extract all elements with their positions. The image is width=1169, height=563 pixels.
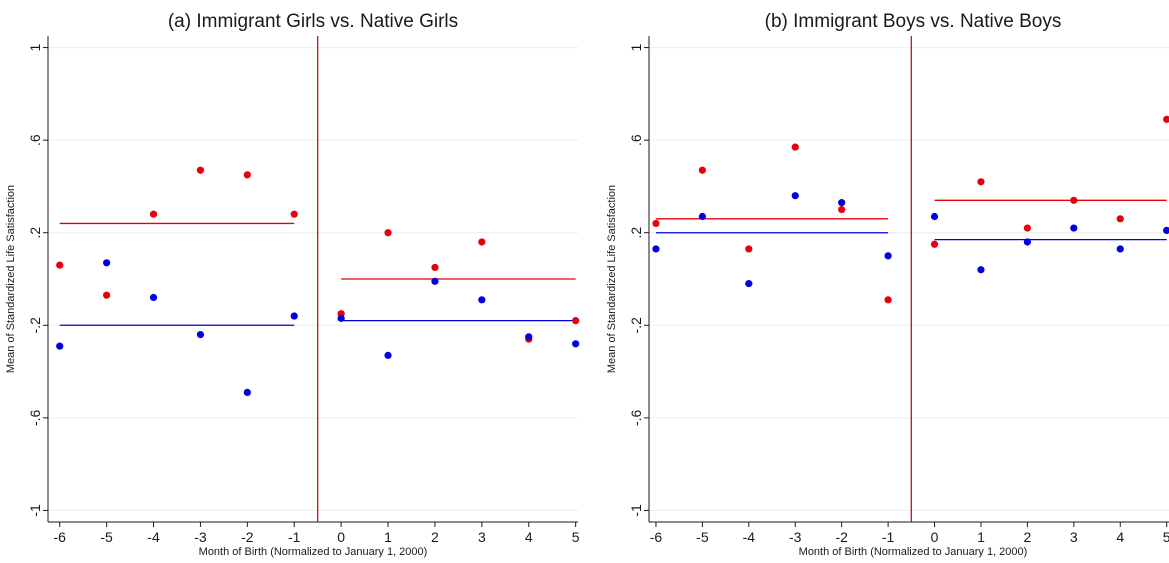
panel-a-x-tick-label: 4	[525, 529, 533, 545]
panel-b-point	[1116, 215, 1124, 223]
panel-a-x-tick-label: -4	[147, 529, 160, 545]
panel-b-point	[745, 280, 753, 288]
panel-b-title: (b) Immigrant Boys vs. Native Boys	[765, 11, 1062, 32]
panel-b-x-tick-label: -6	[650, 529, 663, 545]
panel-b-x-tick-label: 1	[977, 529, 985, 545]
panel-b-x-tick-label: 0	[931, 529, 939, 545]
panel-a-point	[196, 166, 205, 174]
panel-b-point	[977, 178, 985, 186]
panel-b-x-tick-label: 2	[1023, 529, 1031, 545]
panel-a-point	[478, 238, 486, 246]
panel-b-point	[698, 166, 706, 174]
panel-b-point	[791, 143, 799, 151]
panel-b-y-tick-label: .2	[628, 227, 644, 239]
panel-b-point	[838, 205, 846, 214]
panel-b-x-tick-label: 3	[1070, 529, 1078, 545]
panel-b-point	[884, 252, 892, 260]
panel-a-point	[56, 342, 64, 350]
panel-b-point	[1116, 245, 1124, 253]
panel-b-x-tick-label: -1	[882, 529, 895, 545]
panel-a-x-tick-label: -6	[53, 529, 66, 545]
panel-b-y-tick-label: -.2	[628, 317, 644, 334]
panel-a-x-tick-label: 5	[572, 529, 580, 545]
panel-a-x-tick-label: 1	[384, 529, 392, 545]
panel-a-y-tick-label: .2	[27, 227, 43, 239]
panel-b-point	[1070, 196, 1078, 204]
panel-a-point	[431, 263, 439, 272]
panel-a-x-tick-label: -5	[100, 529, 113, 545]
panel-b-x-tick-label: -4	[743, 529, 756, 545]
panel-a-point	[337, 314, 345, 322]
panel-b-point	[884, 296, 892, 304]
panel-a-point	[431, 277, 439, 285]
panel-b-point	[1070, 224, 1078, 232]
panel-b-x-label: Month of Birth (Normalized to January 1,…	[799, 546, 1028, 558]
panel-b-y-tick-label: 1	[628, 43, 644, 51]
panel-b-point	[1023, 224, 1031, 232]
panel-b-x-tick-label: 4	[1116, 529, 1124, 545]
panel-b-point	[652, 219, 660, 228]
panel-a-point	[290, 312, 298, 320]
panel-b-point	[930, 212, 939, 221]
panel-a-y-tick-label: .6	[27, 134, 43, 146]
panel-a-x-tick-label: -3	[194, 529, 207, 545]
panel-b-point	[698, 212, 706, 221]
panel-a-y-tick-label: -.2	[27, 317, 43, 334]
panel-b-x-tick-label: -2	[835, 529, 848, 545]
panel-a-point	[56, 261, 64, 269]
panel-a-point	[384, 351, 392, 359]
panel-b-point	[745, 245, 753, 253]
panel-b-point	[1163, 226, 1169, 234]
panel-a-point	[149, 293, 158, 302]
panel-b-x-tick-label: -5	[696, 529, 709, 545]
panel-b-point	[977, 266, 985, 274]
panel-a-x-tick-label: 3	[478, 529, 486, 545]
panel-b-point	[930, 240, 939, 248]
panel-b-x-tick-label: 5	[1163, 529, 1169, 545]
panel-a-point	[103, 259, 111, 267]
panel-a-point	[243, 388, 251, 396]
panel-b-point	[1023, 238, 1031, 246]
panel-a-y-tick-label: -1	[27, 504, 43, 517]
panel-a-y-label: Mean of Standardized Life Satisfaction	[5, 185, 17, 373]
panel-b-x-tick-label: -3	[789, 529, 802, 545]
panel-b-y-tick-label: -.6	[628, 409, 644, 426]
panel-a-point	[525, 333, 533, 341]
panel-a-x-tick-label: -2	[241, 529, 254, 545]
panel-b-y-tick-label: -1	[628, 504, 644, 517]
panel-b-point	[1163, 115, 1169, 123]
panel-a-point	[384, 229, 392, 237]
panel-b-point	[791, 192, 799, 200]
panel-a-point	[196, 330, 205, 339]
panel-a-title: (a) Immigrant Girls vs. Native Girls	[168, 11, 458, 32]
panel-a-point	[572, 317, 580, 325]
panel-a-point	[149, 210, 158, 218]
panel-b-y-label: Mean of Standardized Life Satisfaction	[606, 185, 618, 373]
panel-a-point	[572, 340, 580, 348]
panel-b-point	[838, 199, 846, 207]
panel-a-x-tick-label: -1	[288, 529, 301, 545]
panel-b-y-tick-label: .6	[628, 134, 644, 146]
panel-a-y-tick-label: 1	[27, 43, 43, 51]
panel-a-x-tick-label: 2	[431, 529, 439, 545]
panel-a-x-tick-label: 0	[337, 529, 345, 545]
panel-b-point	[652, 245, 660, 253]
panel-a-point	[478, 296, 486, 304]
panel-a-point	[103, 291, 111, 299]
panel-a-point	[290, 210, 298, 218]
panel-a-y-tick-label: -.6	[27, 409, 43, 426]
panel-a-point	[243, 171, 251, 179]
panel-a-x-label: Month of Birth (Normalized to January 1,…	[199, 546, 428, 558]
